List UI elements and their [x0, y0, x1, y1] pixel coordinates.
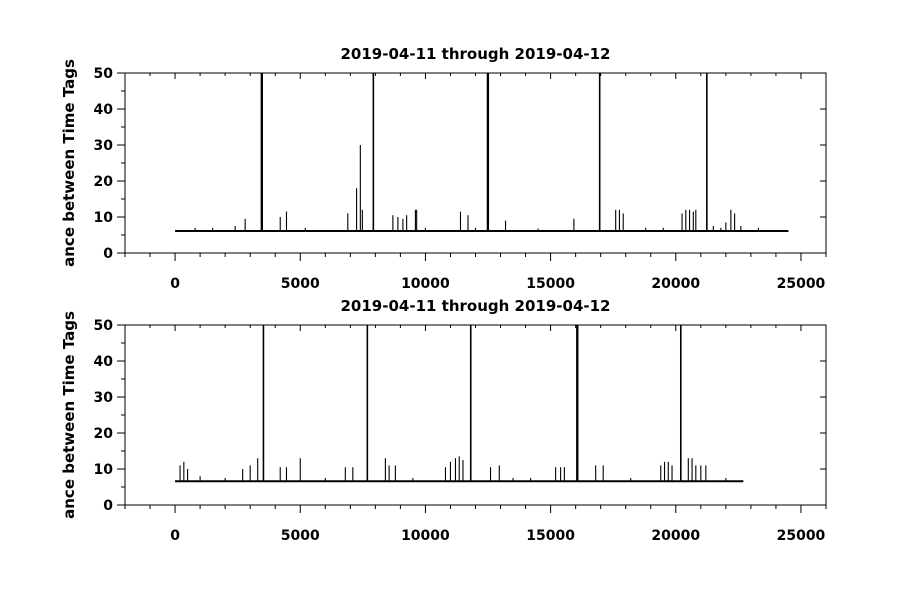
chart-title: 2019-04-11 through 2019-04-12 [341, 297, 611, 315]
y-tick-label: 0 [103, 246, 113, 262]
x-tick-label: 0 [170, 528, 180, 544]
x-tick-label: 15000 [526, 276, 575, 292]
y-tick-label: 50 [94, 66, 114, 82]
chart-panel-2: 2019-04-11 through 2019-04-12 ance betwee… [60, 297, 827, 544]
x-tick-label: 0 [170, 276, 180, 292]
x-tick-label: 5000 [281, 528, 320, 544]
x-tick-label: 25000 [777, 276, 826, 292]
x-tick-label: 10000 [401, 276, 450, 292]
plot-frame [124, 324, 827, 506]
y-tick-label: 20 [94, 426, 114, 442]
y-tick-label: 20 [94, 174, 114, 190]
y-tick-label: 30 [94, 138, 114, 154]
chart-title: 2019-04-11 through 2019-04-12 [341, 45, 611, 63]
x-tick-label: 10000 [401, 528, 450, 544]
y-tick-label: 40 [94, 354, 114, 370]
y-axis-label: ance between Time Tags [60, 311, 78, 519]
x-tick-label: 20000 [651, 528, 700, 544]
y-tick-label: 10 [94, 210, 114, 226]
y-tick-label: 0 [103, 498, 113, 514]
x-tick-label: 25000 [777, 528, 826, 544]
y-tick-label: 30 [94, 390, 114, 406]
y-tick-label: 50 [94, 318, 114, 334]
x-tick-label: 20000 [651, 276, 700, 292]
y-tick-label: 10 [94, 462, 114, 478]
plot-frame [124, 72, 827, 254]
x-tick-label: 15000 [526, 528, 575, 544]
y-tick-label: 40 [94, 102, 114, 118]
x-tick-label: 5000 [281, 276, 320, 292]
y-axis-label: ance between Time Tags [60, 59, 78, 267]
chart-panel-1: 2019-04-11 through 2019-04-12 ance betwee… [60, 45, 827, 292]
